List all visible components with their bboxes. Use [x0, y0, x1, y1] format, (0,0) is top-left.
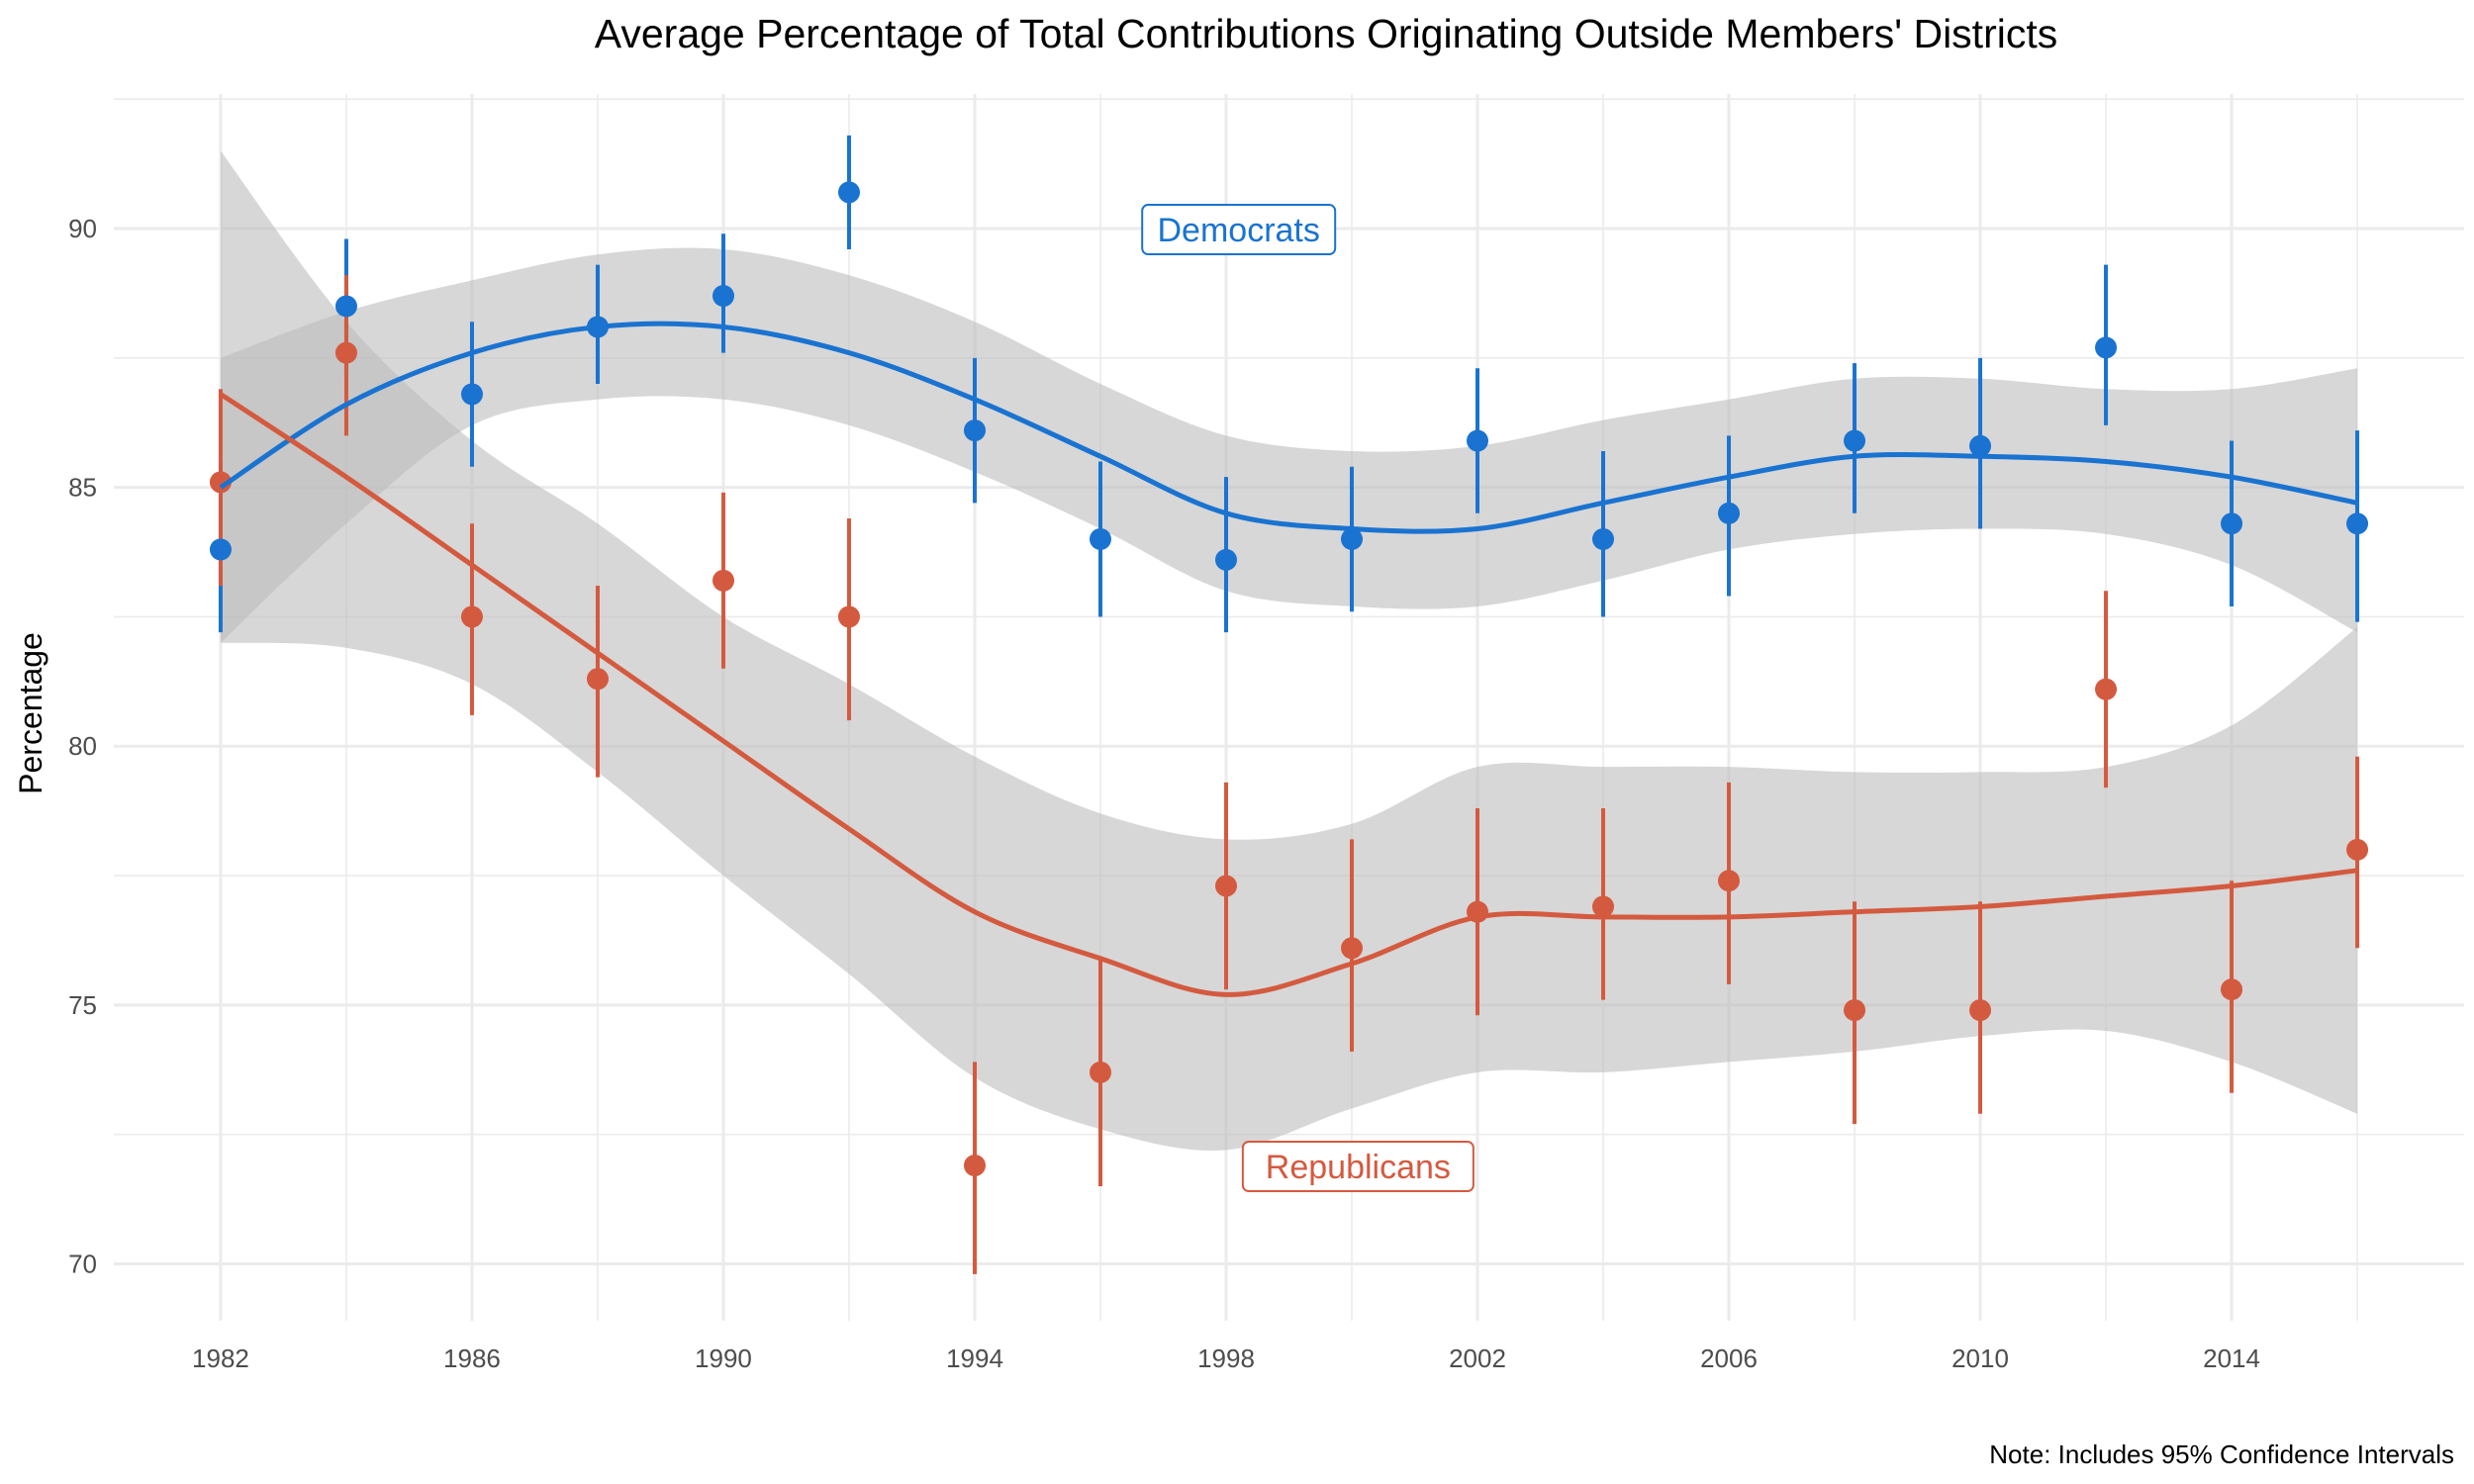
data-point-democrats: [2346, 512, 2369, 535]
x-tick-label: 1998: [1197, 1344, 1255, 1373]
data-point-republicans: [2221, 978, 2243, 1001]
data-points: [209, 181, 2369, 1177]
axis-ticks: 1982 1986 1990 1994 1998 2002 2006 2010 2014 70 75…: [68, 214, 2260, 1373]
data-point-republicans: [1844, 999, 1866, 1022]
smooth-line-democrats: [219, 321, 2358, 534]
confidence-band-republicans: [220, 150, 2358, 1151]
data-point-republicans: [712, 569, 734, 592]
data-point-republicans: [2346, 838, 2369, 861]
x-tick-label: 1990: [695, 1344, 752, 1373]
data-point-democrats: [460, 383, 483, 406]
data-point-republicans: [1089, 1061, 1111, 1083]
data-point-democrats: [1718, 502, 1741, 524]
y-tick-label: 70: [68, 1249, 97, 1278]
series-label-box: [1241, 1141, 1475, 1193]
data-point-republicans: [334, 341, 357, 364]
smooth-line-republicans: [219, 392, 2358, 997]
x-tick-label: 1994: [946, 1344, 1003, 1373]
x-tick-label: 2014: [2203, 1344, 2260, 1373]
data-point-democrats: [2095, 336, 2118, 359]
data-point-democrats: [1214, 548, 1237, 571]
y-tick-label: 85: [68, 473, 97, 503]
data-point-democrats: [2221, 512, 2243, 535]
x-tick-label: 2006: [1700, 1344, 1758, 1373]
data-point-democrats: [1592, 527, 1615, 550]
x-tick-label: 2002: [1449, 1344, 1506, 1373]
series-label-republicans: Republicans: [1266, 1149, 1451, 1186]
data-point-democrats: [712, 285, 734, 308]
data-point-republicans: [460, 605, 483, 628]
data-point-democrats: [837, 181, 860, 204]
series-label-democrats: Democrats: [1158, 212, 1320, 249]
x-tick-label: 1982: [192, 1344, 249, 1373]
series-label-box: [1141, 204, 1337, 256]
data-point-republicans: [209, 471, 232, 494]
grid: [114, 94, 2464, 1321]
footnote: Note: Includes 95% Confidence Intervals: [1989, 1439, 2454, 1469]
data-point-republicans: [837, 605, 860, 628]
data-point-republicans: [586, 668, 609, 691]
data-point-republicans: [963, 1155, 986, 1177]
confidence-bands: [220, 150, 2358, 1151]
x-tick-label: 2010: [1951, 1344, 2009, 1373]
data-point-democrats: [1341, 527, 1364, 550]
x-tick-label: 1986: [443, 1344, 501, 1373]
data-point-republicans: [1592, 895, 1615, 918]
y-tick-label: 90: [68, 214, 97, 243]
data-point-republicans: [1969, 999, 1992, 1022]
data-point-democrats: [209, 538, 232, 561]
data-point-democrats: [1969, 434, 1992, 457]
data-point-republicans: [2095, 678, 2118, 700]
data-point-democrats: [1844, 429, 1866, 452]
confidence-band-democrats: [220, 247, 2358, 643]
y-tick-label: 75: [68, 990, 97, 1020]
y-tick-label: 80: [68, 731, 97, 761]
data-point-republicans: [1341, 937, 1364, 960]
data-point-democrats: [1467, 429, 1489, 452]
chart-title: Average Percentage of Total Contribution…: [595, 11, 2057, 56]
data-point-democrats: [334, 295, 357, 318]
data-point-democrats: [1089, 527, 1111, 550]
data-point-republicans: [1718, 870, 1741, 892]
series-labels: Democrats Republicans: [1141, 204, 1475, 1193]
y-axis-label: Percentage: [13, 632, 48, 794]
data-point-republicans: [1214, 875, 1237, 897]
smooth-lines: [219, 321, 2358, 997]
data-point-democrats: [963, 419, 986, 442]
